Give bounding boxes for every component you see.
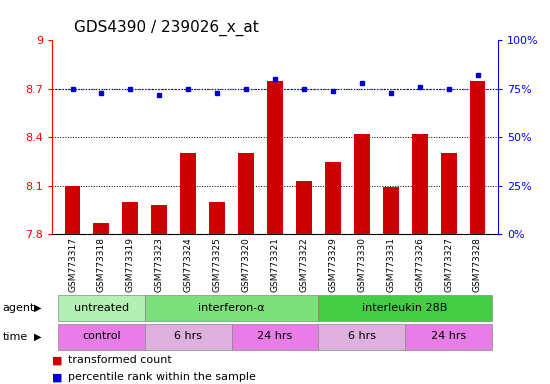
- Bar: [383, 187, 399, 234]
- Text: GSM773318: GSM773318: [97, 237, 106, 292]
- Text: GSM773330: GSM773330: [358, 237, 366, 292]
- Text: interferon-α: interferon-α: [199, 303, 265, 313]
- Bar: [180, 154, 196, 234]
- Text: percentile rank within the sample: percentile rank within the sample: [68, 372, 256, 382]
- Text: GSM773317: GSM773317: [68, 237, 77, 292]
- Text: GSM773320: GSM773320: [241, 237, 251, 292]
- Bar: [145, 324, 232, 350]
- Text: 24 hrs: 24 hrs: [257, 331, 293, 341]
- Text: GSM773324: GSM773324: [184, 237, 192, 292]
- Bar: [209, 202, 225, 234]
- Bar: [296, 181, 312, 234]
- Bar: [232, 324, 318, 350]
- Bar: [145, 295, 318, 321]
- Bar: [94, 223, 109, 234]
- Text: untreated: untreated: [74, 303, 129, 313]
- Text: GSM773326: GSM773326: [415, 237, 424, 292]
- Text: GSM773325: GSM773325: [213, 237, 222, 292]
- Text: GSM773328: GSM773328: [473, 237, 482, 292]
- Bar: [58, 324, 145, 350]
- Text: ■: ■: [52, 355, 66, 365]
- Text: ■: ■: [52, 372, 66, 382]
- Text: GSM773319: GSM773319: [126, 237, 135, 292]
- Text: GSM773331: GSM773331: [386, 237, 395, 292]
- Bar: [318, 295, 492, 321]
- Bar: [318, 324, 405, 350]
- Bar: [325, 162, 341, 234]
- Bar: [123, 202, 138, 234]
- Text: GSM773321: GSM773321: [271, 237, 279, 292]
- Text: agent: agent: [3, 303, 35, 313]
- Text: 6 hrs: 6 hrs: [348, 331, 376, 341]
- Text: GDS4390 / 239026_x_at: GDS4390 / 239026_x_at: [74, 20, 259, 36]
- Text: GSM773327: GSM773327: [444, 237, 453, 292]
- Bar: [405, 324, 492, 350]
- Text: interleukin 28B: interleukin 28B: [362, 303, 448, 313]
- Bar: [354, 134, 370, 234]
- Text: control: control: [82, 331, 121, 341]
- Bar: [64, 186, 80, 234]
- Text: GSM773329: GSM773329: [328, 237, 337, 292]
- Text: ▶: ▶: [34, 332, 42, 342]
- Bar: [267, 81, 283, 234]
- Text: GSM773323: GSM773323: [155, 237, 164, 292]
- Bar: [412, 134, 427, 234]
- Bar: [470, 81, 486, 234]
- Bar: [151, 205, 167, 234]
- Bar: [441, 154, 456, 234]
- Text: time: time: [3, 332, 28, 342]
- Bar: [238, 154, 254, 234]
- Text: 6 hrs: 6 hrs: [174, 331, 202, 341]
- Text: ▶: ▶: [34, 303, 42, 313]
- Text: GSM773322: GSM773322: [299, 237, 309, 292]
- Text: transformed count: transformed count: [68, 355, 172, 365]
- Text: 24 hrs: 24 hrs: [431, 331, 466, 341]
- Bar: [58, 295, 145, 321]
